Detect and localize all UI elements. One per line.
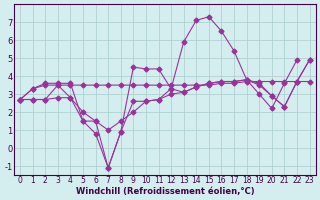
X-axis label: Windchill (Refroidissement éolien,°C): Windchill (Refroidissement éolien,°C) xyxy=(76,187,254,196)
